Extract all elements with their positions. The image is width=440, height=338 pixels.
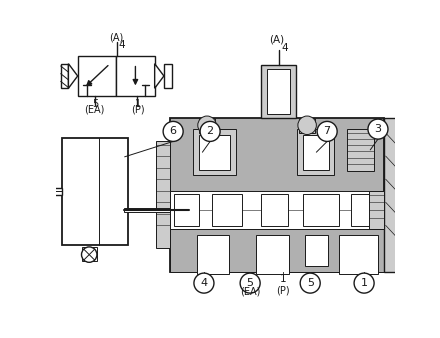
- Circle shape: [298, 116, 316, 135]
- Bar: [174, 194, 198, 226]
- Bar: [81, 247, 97, 261]
- Bar: [116, 56, 155, 96]
- Polygon shape: [155, 64, 164, 88]
- Text: 4: 4: [200, 278, 208, 288]
- Bar: [384, 118, 398, 271]
- Bar: [193, 129, 235, 175]
- Bar: [62, 138, 128, 245]
- Circle shape: [317, 121, 337, 141]
- Bar: [303, 135, 329, 170]
- Bar: [124, 208, 170, 212]
- Circle shape: [81, 247, 97, 262]
- Bar: [39, 188, 62, 195]
- Text: 1: 1: [135, 99, 141, 109]
- Text: 5: 5: [307, 278, 314, 288]
- Bar: [61, 64, 69, 88]
- Text: (A): (A): [109, 32, 124, 43]
- Text: 5: 5: [92, 99, 99, 109]
- Bar: [170, 229, 384, 271]
- Text: 6: 6: [170, 126, 176, 137]
- Circle shape: [368, 119, 388, 139]
- Bar: [78, 56, 116, 96]
- Circle shape: [198, 116, 216, 135]
- Circle shape: [354, 273, 374, 293]
- Bar: [261, 194, 288, 226]
- Bar: [164, 64, 172, 88]
- Circle shape: [240, 273, 260, 293]
- Bar: [156, 141, 170, 248]
- Bar: [213, 194, 242, 226]
- Text: 2: 2: [206, 126, 214, 137]
- Text: 3: 3: [374, 124, 381, 134]
- Text: (P): (P): [276, 286, 290, 296]
- Text: (A): (A): [269, 34, 285, 44]
- Bar: [369, 191, 384, 229]
- Text: 1: 1: [361, 278, 367, 288]
- Text: (P): (P): [131, 105, 144, 115]
- Bar: [305, 235, 328, 266]
- Text: 1: 1: [280, 273, 286, 284]
- Bar: [170, 118, 384, 271]
- Bar: [257, 235, 289, 274]
- Bar: [351, 194, 370, 226]
- Bar: [261, 65, 297, 118]
- Bar: [297, 129, 334, 175]
- Circle shape: [300, 273, 320, 293]
- Bar: [170, 191, 384, 229]
- Circle shape: [194, 273, 214, 293]
- Text: 7: 7: [323, 126, 331, 137]
- Text: 4: 4: [281, 43, 288, 53]
- Text: (EA): (EA): [240, 287, 260, 297]
- Polygon shape: [69, 64, 78, 88]
- Text: 5: 5: [247, 278, 253, 288]
- Bar: [303, 194, 340, 226]
- Bar: [199, 118, 215, 133]
- Bar: [197, 235, 229, 274]
- Bar: [267, 69, 290, 114]
- Bar: [299, 118, 315, 133]
- Text: (EA): (EA): [84, 105, 105, 115]
- Circle shape: [200, 121, 220, 141]
- Bar: [199, 135, 230, 170]
- Bar: [347, 129, 374, 171]
- Circle shape: [163, 121, 183, 141]
- Text: 4: 4: [118, 40, 125, 50]
- Bar: [340, 235, 378, 274]
